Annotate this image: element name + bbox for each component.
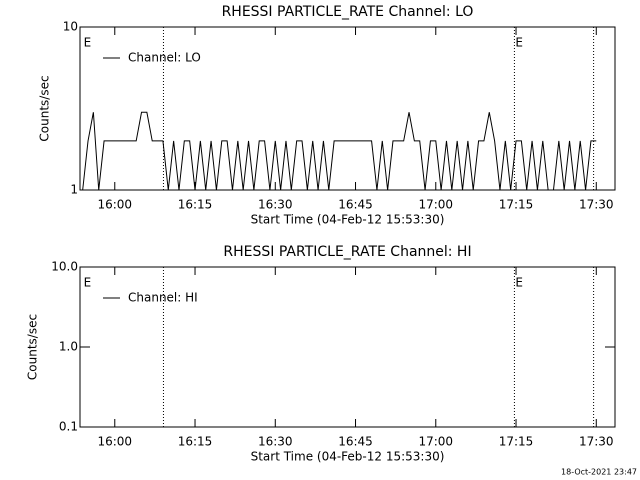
annotation: E xyxy=(84,36,92,50)
x-axis-label: Start Time (04-Feb-12 15:53:30) xyxy=(251,450,445,464)
x-tick-label: 16:30 xyxy=(258,198,293,212)
x-tick-label: 17:00 xyxy=(418,435,453,449)
x-tick-label: 17:15 xyxy=(499,435,534,449)
y-tick-label: 10 xyxy=(63,20,78,34)
legend-label: Channel: HI xyxy=(128,291,198,305)
y-axis-label: Counts/sec xyxy=(38,75,52,141)
x-tick-label: 17:30 xyxy=(579,435,614,449)
annotation: E xyxy=(515,36,523,50)
x-tick-label: 17:00 xyxy=(418,198,453,212)
y-axis-label: Counts/sec xyxy=(26,314,40,380)
x-tick-label: 16:00 xyxy=(97,435,132,449)
annotation: E xyxy=(515,276,523,290)
x-axis-label: Start Time (04-Feb-12 15:53:30) xyxy=(251,213,445,227)
x-tick-label: 16:00 xyxy=(97,198,132,212)
legend-label: Channel: LO xyxy=(128,51,201,65)
x-tick-label: 16:15 xyxy=(178,198,213,212)
chart-title: RHESSI PARTICLE_RATE Channel: LO xyxy=(222,4,474,20)
plot-frame xyxy=(79,26,616,191)
chart-title: RHESSI PARTICLE_RATE Channel: HI xyxy=(223,244,471,260)
y-tick-label: 10.0 xyxy=(51,260,78,274)
data-line xyxy=(82,111,597,191)
x-tick-label: 16:45 xyxy=(338,198,373,212)
x-tick-label: 17:30 xyxy=(579,198,614,212)
y-tick-label: 1 xyxy=(70,183,78,197)
x-tick-label: 17:15 xyxy=(499,198,534,212)
x-tick-label: 16:30 xyxy=(258,435,293,449)
annotation: E xyxy=(84,276,92,290)
x-tick-label: 16:45 xyxy=(338,435,373,449)
y-tick-label: 1.0 xyxy=(59,340,78,354)
y-tick-label: 0.1 xyxy=(59,420,78,434)
x-tick-label: 16:15 xyxy=(178,435,213,449)
footer: 18-Oct-2021 23:47 xyxy=(561,468,637,477)
